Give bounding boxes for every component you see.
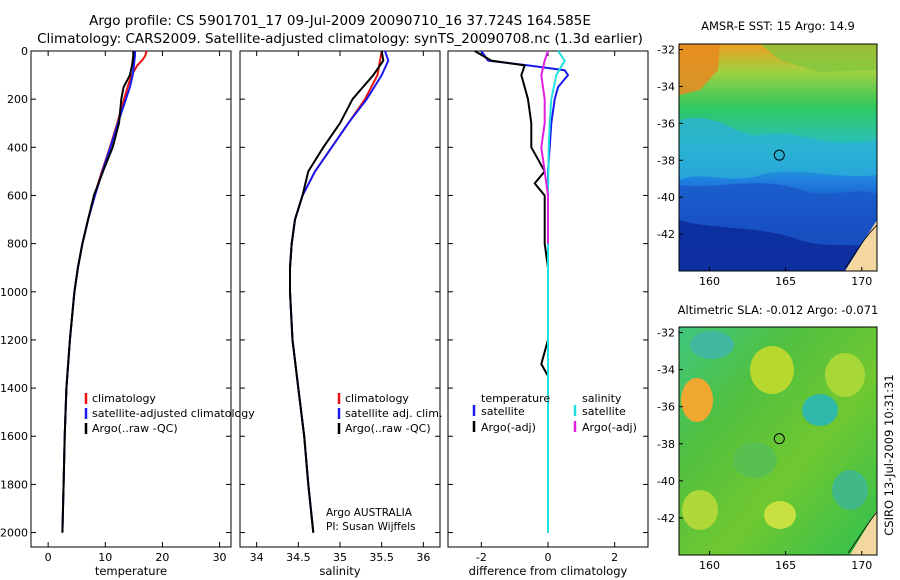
sla-map-frame	[678, 326, 878, 556]
series-line-temperature-argo-adj	[474, 50, 549, 533]
x-tick-label: 36	[416, 551, 430, 564]
x-tick-label: 30	[213, 551, 227, 564]
side-caption: CSIRO 13-Jul-2009 10:31:31	[882, 374, 896, 535]
y-tick-label: 1600	[0, 430, 28, 443]
plot-frame	[239, 50, 441, 548]
sst-argo-location-marker	[773, 149, 785, 161]
series-line-salinity-argo-adj	[540, 50, 549, 244]
y-tick-label: 1000	[0, 286, 28, 299]
x-tick-label: 34.5	[286, 551, 311, 564]
series-line-argo-raw-qc	[289, 50, 385, 533]
sst-map-axes: 160 165 170 -32 -34 -36 -38 -40 -42	[657, 44, 872, 288]
x-axis-label: difference from climatology	[469, 564, 628, 578]
x-tick-label: 0	[545, 551, 552, 564]
x-tick-label: 20	[155, 551, 169, 564]
x-tick-label: 2	[611, 551, 618, 564]
map-x-tick-label: 165	[775, 559, 796, 572]
legend-label-argo: Argo(..raw -QC)	[92, 422, 178, 435]
map-y-tick-label: -34	[657, 364, 675, 377]
map-x-tick-label: 170	[851, 275, 872, 288]
map-x-tick-label: 160	[699, 559, 720, 572]
map-y-tick-label: -42	[657, 228, 675, 241]
sla-argo-location-marker	[773, 433, 785, 445]
legend-label-satellite: satellite adj. clim.	[345, 407, 442, 420]
argo-annotation-line-2: PI: Susan Wijffels	[326, 521, 416, 533]
map-x-tick-label: 160	[699, 275, 720, 288]
map-y-tick-label: -38	[657, 438, 675, 451]
legend-label-sal-argo: Argo(-adj)	[582, 421, 637, 434]
map-y-tick-label: -32	[657, 44, 675, 57]
map-y-tick-label: -42	[657, 512, 675, 525]
difference-legend: temperature salinity satellite Argo(-adj…	[472, 392, 637, 434]
temperature-panel: 0 10 20 30 0 200 400 600 800 1000 1200 1400 1600 1800…	[0, 45, 232, 578]
y-tick-label: 200	[7, 93, 28, 106]
y-tick-label: 2000	[0, 527, 28, 540]
x-axis-label: temperature	[95, 564, 167, 578]
sla-map-axes: 160 165 170 -32 -34 -36 -38 -40 -42	[657, 327, 872, 572]
x-tick-label: 34	[250, 551, 264, 564]
plot-frame	[30, 50, 232, 548]
sst-map-frame	[678, 43, 878, 272]
sla-map-title: Altimetric SLA: -0.012 Argo: -0.071	[678, 303, 879, 317]
y-tick-label: 400	[7, 141, 28, 154]
y-tick-label: 0	[21, 45, 28, 58]
map-y-tick-label: -34	[657, 80, 675, 93]
legend-label-climatology: climatology	[345, 392, 409, 405]
x-axis-label: salinity	[319, 564, 360, 578]
legend-header-temperature: temperature	[481, 392, 550, 405]
title-line-2: Climatology: CARS2009. Satellite-adjuste…	[37, 31, 643, 47]
title-line-1: Argo profile: CS 5901701_17 09-Jul-2009 …	[89, 13, 591, 29]
x-tick-label: 35.5	[369, 551, 394, 564]
legend-label-temp-satellite: satellite	[481, 405, 525, 418]
sst-map-field	[679, 44, 877, 271]
y-tick-label: 1200	[0, 334, 28, 347]
map-y-tick-label: -36	[657, 117, 675, 130]
x-tick-label: -2	[476, 551, 487, 564]
series-line-salinity-satellite	[547, 50, 566, 533]
map-y-tick-label: -40	[657, 475, 675, 488]
map-y-tick-label: -36	[657, 401, 675, 414]
salinity-legend: climatology satellite adj. clim. Argo(..…	[326, 392, 442, 533]
y-tick-label: 600	[7, 189, 28, 202]
temperature-legend: climatology satellite-adjusted climatolo…	[84, 392, 255, 435]
map-y-tick-label: -32	[657, 327, 675, 340]
legend-label-satellite: satellite-adjusted climatology	[92, 407, 255, 420]
x-tick-label: 35	[333, 551, 347, 564]
x-tick-label: 10	[98, 551, 112, 564]
map-y-tick-label: -38	[657, 154, 675, 167]
y-tick-label: 1800	[0, 478, 28, 491]
legend-label-sal-satellite: satellite	[582, 405, 626, 418]
legend-label-temp-argo: Argo(-adj)	[481, 421, 536, 434]
y-tick-label: 800	[7, 238, 28, 251]
salinity-panel: 34 34.5 35 35.5 36 salinity	[239, 50, 441, 578]
x-tick-label: 0	[45, 551, 52, 564]
map-x-tick-label: 170	[851, 559, 872, 572]
y-tick-label: 1400	[0, 382, 28, 395]
map-y-tick-label: -40	[657, 191, 675, 204]
sst-map-title: AMSR-E SST: 15 Argo: 14.9	[701, 19, 855, 33]
legend-label-argo: Argo(..raw -QC)	[345, 422, 431, 435]
argo-annotation-line-1: Argo AUSTRALIA	[326, 507, 413, 519]
series-line-argo-raw-qc	[61, 51, 135, 533]
legend-header-salinity: salinity	[582, 392, 622, 405]
sla-map-field	[679, 327, 877, 555]
legend-label-climatology: climatology	[92, 392, 156, 405]
map-x-tick-label: 165	[775, 275, 796, 288]
